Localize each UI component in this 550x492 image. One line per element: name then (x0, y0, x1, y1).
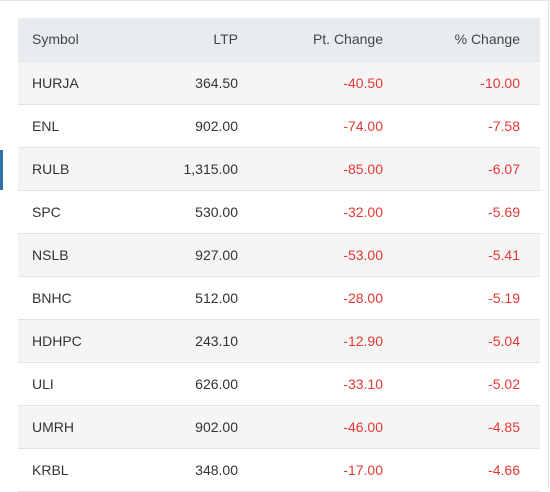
column-header[interactable]: Pt. Change (238, 18, 383, 62)
point-change-cell: -85.00 (238, 147, 383, 191)
symbol-cell: UMRH (18, 405, 138, 449)
stock-row[interactable]: UMRH 902.00 -46.00 -4.85 (18, 405, 540, 449)
ltp-cell: 902.00 (138, 405, 238, 449)
percent-change-cell: -5.02 (383, 362, 540, 406)
ltp-cell: 364.50 (138, 61, 238, 105)
percent-change-cell: -5.19 (383, 276, 540, 320)
percent-change-cell: -6.07 (383, 147, 540, 191)
symbol-cell: NSLB (18, 233, 138, 277)
point-change-cell: -53.00 (238, 233, 383, 277)
ltp-cell: 348.00 (138, 448, 238, 492)
percent-change-cell: -10.00 (383, 61, 540, 105)
symbol-cell: HDHPC (18, 319, 138, 363)
point-change-cell: -12.90 (238, 319, 383, 363)
table-head: Symbol LTP Pt. Change% Change (18, 18, 540, 62)
point-change-cell: -32.00 (238, 190, 383, 234)
table-body: HURJA 364.50 -40.50 -10.00 ENL 902.00 -74.00 -7… (18, 61, 540, 492)
ltp-cell: 927.00 (138, 233, 238, 277)
symbol-cell: SPC (18, 190, 138, 234)
ltp-cell: 1,315.00 (138, 147, 238, 191)
stock-row[interactable]: ENL 902.00 -74.00 -7.58 (18, 104, 540, 148)
point-change-cell: -40.50 (238, 61, 383, 105)
point-change-cell: -74.00 (238, 104, 383, 148)
symbol-cell: BNHC (18, 276, 138, 320)
symbol-cell: HURJA (18, 61, 138, 105)
side-marker (0, 150, 3, 190)
percent-change-cell: -5.41 (383, 233, 540, 277)
stock-row[interactable]: NSLB 927.00 -53.00 -5.41 (18, 233, 540, 277)
column-header[interactable]: LTP (138, 18, 238, 62)
stock-row[interactable]: ULI 626.00 -33.10 -5.02 (18, 362, 540, 406)
point-change-cell: -17.00 (238, 448, 383, 492)
percent-change-cell: -5.04 (383, 319, 540, 363)
percent-change-cell: -5.69 (383, 190, 540, 234)
symbol-cell: RULB (18, 147, 138, 191)
stock-row[interactable]: RULB 1,315.00 -85.00 -6.07 (18, 147, 540, 191)
ltp-cell: 902.00 (138, 104, 238, 148)
stock-row[interactable]: HURJA 364.50 -40.50 -10.00 (18, 61, 540, 105)
column-header[interactable]: Symbol (18, 18, 138, 62)
stock-row[interactable]: BNHC 512.00 -28.00 -5.19 (18, 276, 540, 320)
stock-row[interactable]: KRBL 348.00 -17.00 -4.66 (18, 448, 540, 492)
point-change-cell: -28.00 (238, 276, 383, 320)
stock-row[interactable]: SPC 530.00 -32.00 -5.69 (18, 190, 540, 234)
symbol-cell: ULI (18, 362, 138, 406)
ltp-cell: 530.00 (138, 190, 238, 234)
symbol-cell: ENL (18, 104, 138, 148)
percent-change-cell: -7.58 (383, 104, 540, 148)
point-change-cell: -33.10 (238, 362, 383, 406)
percent-change-cell: -4.66 (383, 448, 540, 492)
ltp-cell: 626.00 (138, 362, 238, 406)
symbol-cell: KRBL (18, 448, 138, 492)
stock-row[interactable]: HDHPC 243.10 -12.90 -5.04 (18, 319, 540, 363)
market-table: Symbol LTP Pt. Change% Change HURJA 364.50-… (18, 18, 540, 492)
ltp-cell: 243.10 (138, 319, 238, 363)
ltp-cell: 512.00 (138, 276, 238, 320)
column-header[interactable]: % Change (383, 18, 540, 62)
header-row: Symbol LTP Pt. Change% Change (18, 18, 540, 62)
point-change-cell: -46.00 (238, 405, 383, 449)
percent-change-cell: -4.85 (383, 405, 540, 449)
